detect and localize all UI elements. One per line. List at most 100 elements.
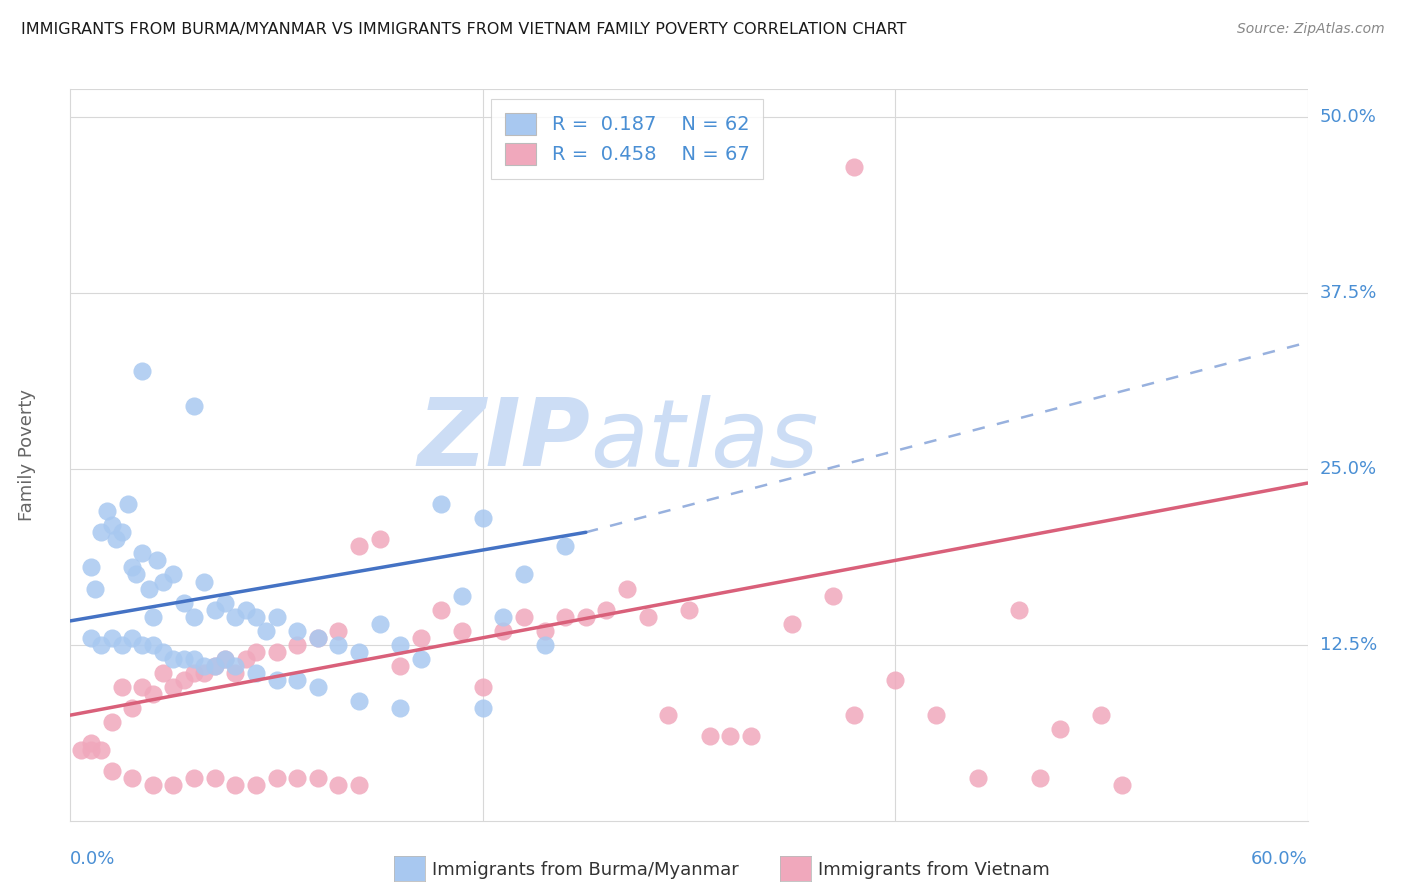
Point	[173, 596, 195, 610]
Text: IMMIGRANTS FROM BURMA/MYANMAR VS IMMIGRANTS FROM VIETNAM FAMILY POVERTY CORRELAT: IMMIGRANTS FROM BURMA/MYANMAR VS IMMIGRA…	[21, 22, 907, 37]
Point	[183, 772, 205, 786]
Text: Family Poverty: Family Poverty	[18, 389, 37, 521]
Point	[152, 574, 174, 589]
Point	[678, 602, 700, 616]
Point	[224, 779, 246, 793]
Point	[125, 567, 148, 582]
Point	[307, 631, 329, 645]
Point	[162, 680, 184, 694]
Text: 12.5%: 12.5%	[1320, 636, 1378, 654]
Point	[204, 659, 226, 673]
Point	[884, 673, 907, 687]
Point	[173, 673, 195, 687]
Point	[513, 567, 536, 582]
Point	[84, 582, 107, 596]
Point	[121, 631, 143, 645]
Point	[245, 609, 267, 624]
Point	[285, 638, 308, 652]
Point	[595, 602, 617, 616]
Point	[285, 772, 308, 786]
Point	[214, 652, 236, 666]
Point	[204, 659, 226, 673]
Point	[245, 779, 267, 793]
Point	[193, 665, 215, 680]
Point	[142, 609, 165, 624]
Point	[193, 659, 215, 673]
Point	[347, 779, 370, 793]
Point	[492, 609, 515, 624]
Point	[389, 659, 412, 673]
Point	[131, 363, 153, 377]
Point	[152, 645, 174, 659]
Point	[131, 638, 153, 652]
Point	[100, 764, 122, 779]
Point	[266, 645, 288, 659]
Point	[152, 665, 174, 680]
Point	[718, 729, 741, 743]
Point	[471, 680, 494, 694]
Point	[266, 673, 288, 687]
Point	[80, 560, 103, 574]
Point	[409, 652, 432, 666]
Point	[183, 399, 205, 413]
Point	[100, 631, 122, 645]
Point	[657, 708, 679, 723]
Point	[285, 673, 308, 687]
Point	[69, 743, 91, 757]
Point	[235, 652, 257, 666]
Point	[368, 616, 391, 631]
Text: 37.5%: 37.5%	[1320, 285, 1378, 302]
Point	[142, 779, 165, 793]
Text: 0.0%: 0.0%	[70, 850, 115, 868]
Point	[328, 779, 350, 793]
Point	[266, 772, 288, 786]
Point	[554, 539, 576, 553]
Point	[214, 596, 236, 610]
Point	[368, 533, 391, 547]
Text: 50.0%: 50.0%	[1320, 108, 1376, 127]
Point	[214, 652, 236, 666]
Point	[471, 511, 494, 525]
Point	[183, 665, 205, 680]
Point	[80, 736, 103, 750]
Point	[823, 589, 845, 603]
Point	[224, 659, 246, 673]
Point	[471, 701, 494, 715]
Point	[307, 680, 329, 694]
Point	[245, 645, 267, 659]
Point	[121, 560, 143, 574]
Text: 60.0%: 60.0%	[1251, 850, 1308, 868]
Point	[224, 609, 246, 624]
Point	[80, 743, 103, 757]
Text: Immigrants from Burma/Myanmar: Immigrants from Burma/Myanmar	[432, 861, 738, 879]
Point	[492, 624, 515, 638]
Point	[347, 645, 370, 659]
Point	[104, 533, 127, 547]
Point	[121, 701, 143, 715]
Point	[235, 602, 257, 616]
Point	[389, 638, 412, 652]
Point	[699, 729, 721, 743]
Point	[162, 567, 184, 582]
Point	[430, 602, 453, 616]
Point	[389, 701, 412, 715]
Point	[740, 729, 762, 743]
Point	[131, 546, 153, 560]
Point	[100, 518, 122, 533]
Point	[842, 160, 865, 174]
Point	[533, 624, 555, 638]
Point	[138, 582, 160, 596]
Point	[347, 694, 370, 708]
Point	[245, 665, 267, 680]
Point	[575, 609, 598, 624]
Point	[142, 638, 165, 652]
Point	[616, 582, 638, 596]
Legend: R =  0.187    N = 62, R =  0.458    N = 67: R = 0.187 N = 62, R = 0.458 N = 67	[491, 99, 763, 178]
Point	[328, 624, 350, 638]
Text: 25.0%: 25.0%	[1320, 460, 1376, 478]
Point	[80, 631, 103, 645]
Point	[1111, 779, 1133, 793]
Point	[111, 525, 134, 540]
Point	[183, 609, 205, 624]
Point	[224, 665, 246, 680]
